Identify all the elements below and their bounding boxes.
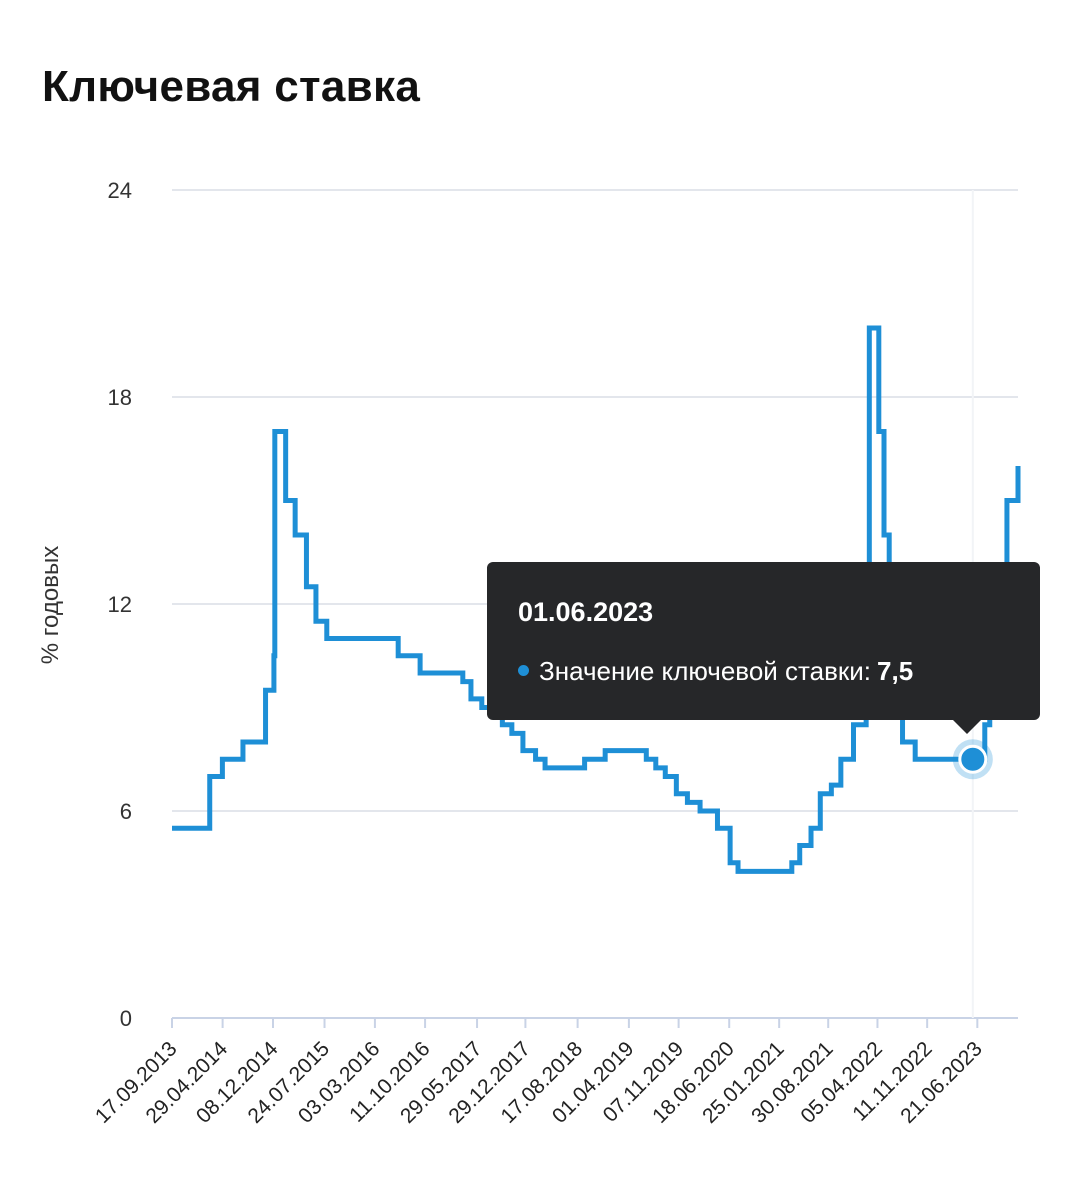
- tooltip: 01.06.2023 Значение ключевой ставки: 7,5: [487, 562, 1040, 734]
- highlight-point[interactable]: [958, 744, 988, 774]
- y-axis-label: % годовых: [37, 546, 64, 664]
- page-title: Ключевая ставка: [42, 62, 421, 111]
- highlight-group: [952, 739, 993, 780]
- y-tick-label: 24: [108, 178, 132, 203]
- y-tick-label: 18: [108, 385, 132, 410]
- series-group: [172, 325, 1021, 874]
- tooltip-label: Значение ключевой ставки:: [539, 656, 872, 686]
- y-tick-label: 0: [120, 1006, 132, 1031]
- tooltip-date: 01.06.2023: [518, 597, 654, 627]
- tooltip-row: Значение ключевой ставки: 7,5: [518, 656, 913, 687]
- tooltip-pointer-icon: [953, 720, 981, 734]
- series-dot-icon: [518, 664, 529, 676]
- tooltip-value: 7,5: [877, 656, 914, 686]
- y-tick-label: 6: [120, 799, 132, 824]
- x-tick-marks: [171, 1018, 979, 1028]
- x-tick-labels: 17.09.201329.04.201408.12.201424.07.2015…: [91, 1037, 987, 1128]
- y-tick-labels: 0 6 12 18 24: [108, 178, 132, 1031]
- y-tick-label: 12: [108, 592, 132, 617]
- series-line: [172, 325, 1021, 874]
